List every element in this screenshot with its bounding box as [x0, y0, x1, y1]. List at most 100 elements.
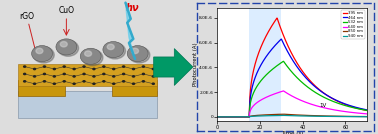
Text: rGO: rGO [19, 12, 34, 21]
Circle shape [152, 75, 155, 78]
850 nm [313, 115, 318, 116]
Y-axis label: Photocurrent (A): Photocurrent (A) [193, 42, 198, 86]
Circle shape [23, 73, 26, 75]
Circle shape [102, 80, 105, 83]
Circle shape [53, 75, 56, 78]
850 nm [215, 116, 220, 118]
464 nm [279, 38, 284, 40]
Polygon shape [125, 3, 135, 59]
Circle shape [92, 75, 96, 78]
532 nm [281, 61, 286, 62]
Circle shape [132, 68, 135, 70]
532 nm [257, 82, 262, 83]
640 nm [215, 116, 220, 118]
Polygon shape [112, 80, 157, 96]
Circle shape [43, 80, 46, 83]
Circle shape [152, 82, 155, 85]
Bar [249, 8, 281, 121]
395 nm [252, 68, 256, 70]
Circle shape [62, 80, 66, 83]
640 nm [281, 90, 286, 92]
640 nm [364, 113, 369, 115]
Circle shape [102, 73, 105, 75]
Circle shape [112, 68, 115, 70]
Circle shape [73, 75, 76, 78]
Circle shape [53, 68, 56, 70]
464 nm [332, 98, 336, 100]
850 nm [364, 116, 369, 117]
464 nm [257, 67, 262, 69]
532 nm [215, 116, 220, 118]
Polygon shape [18, 64, 157, 86]
Circle shape [33, 82, 36, 85]
464 nm [350, 105, 355, 107]
Circle shape [53, 82, 56, 85]
532 nm [252, 91, 256, 93]
Circle shape [112, 75, 115, 78]
940 nm [262, 115, 267, 117]
Circle shape [73, 82, 76, 85]
Line: 850 nm: 850 nm [217, 114, 367, 117]
Circle shape [92, 68, 96, 70]
Circle shape [112, 82, 115, 85]
532 nm [364, 110, 369, 111]
Circle shape [23, 80, 26, 83]
Polygon shape [18, 91, 157, 118]
Polygon shape [18, 80, 65, 96]
640 nm [350, 112, 355, 113]
464 nm [262, 58, 267, 60]
Circle shape [92, 82, 96, 85]
Circle shape [142, 73, 145, 75]
940 nm [257, 115, 262, 117]
Circle shape [122, 73, 125, 75]
Text: 1V: 1V [319, 103, 326, 108]
Circle shape [33, 75, 36, 78]
940 nm [215, 116, 220, 118]
850 nm [262, 114, 267, 116]
532 nm [332, 101, 336, 103]
850 nm [252, 115, 256, 116]
Circle shape [73, 68, 76, 70]
640 nm [313, 105, 318, 106]
Circle shape [82, 50, 103, 66]
Circle shape [105, 43, 125, 59]
640 nm [252, 105, 256, 106]
940 nm [252, 115, 256, 117]
395 nm [275, 17, 279, 19]
464 nm [215, 116, 220, 118]
Circle shape [62, 65, 66, 68]
FancyArrow shape [153, 49, 193, 85]
Circle shape [32, 46, 53, 62]
Line: 532 nm: 532 nm [217, 61, 367, 117]
Circle shape [33, 47, 54, 63]
395 nm [215, 116, 220, 118]
940 nm [281, 115, 286, 116]
395 nm [364, 110, 369, 111]
850 nm [281, 113, 286, 115]
850 nm [350, 116, 355, 117]
464 nm [252, 80, 256, 82]
Text: CuO: CuO [58, 6, 74, 15]
850 nm [332, 115, 336, 117]
Circle shape [129, 47, 150, 63]
940 nm [313, 115, 318, 117]
Circle shape [36, 48, 43, 54]
Circle shape [56, 39, 77, 55]
532 nm [350, 107, 355, 108]
Circle shape [82, 80, 86, 83]
Circle shape [23, 65, 26, 68]
Line: 464 nm: 464 nm [217, 39, 367, 117]
Circle shape [102, 65, 105, 68]
640 nm [332, 109, 336, 111]
395 nm [262, 38, 267, 40]
Circle shape [43, 73, 46, 75]
Circle shape [82, 65, 86, 68]
940 nm [350, 116, 355, 117]
Circle shape [142, 80, 145, 83]
Circle shape [60, 42, 67, 47]
Line: 395 nm: 395 nm [217, 18, 367, 117]
395 nm [257, 50, 262, 52]
Circle shape [58, 40, 79, 56]
395 nm [350, 106, 355, 108]
464 nm [313, 86, 318, 88]
